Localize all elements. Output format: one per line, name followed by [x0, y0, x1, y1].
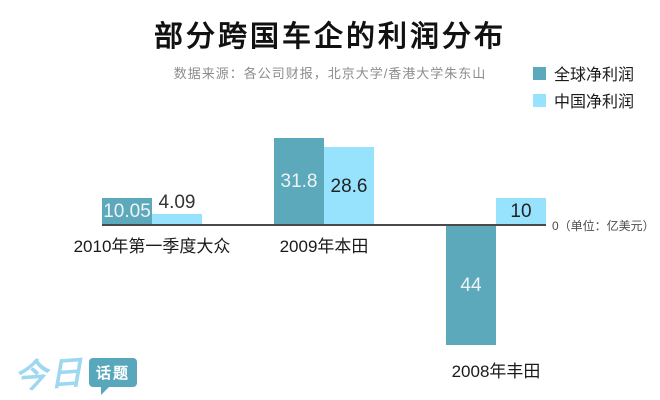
bar-value-label: 44 — [460, 274, 482, 296]
legend-swatch-china-profit — [533, 93, 546, 107]
category-label: 2010年第一季度大众 — [73, 237, 231, 256]
bar: 31.8 — [274, 138, 324, 225]
legend-item-china-profit: 中国净利润 — [533, 90, 635, 111]
logo-script-text: 今日 — [12, 353, 86, 396]
zero-axis-unit-label: 0（单位：亿美元） — [552, 219, 655, 233]
data-source-subtitle: 数据来源：各公司财报，北京大学/香港大学朱东山 — [173, 66, 487, 81]
bar: 44 — [446, 225, 496, 345]
zero-axis-line — [102, 224, 546, 226]
legend-swatch-global-profit — [533, 66, 546, 80]
bar — [152, 214, 202, 225]
legend: 全球净利润 中国净利润 — [533, 63, 634, 117]
legend-item-global-profit: 全球净利润 — [533, 63, 635, 84]
bar: 10.05 — [102, 198, 152, 225]
bar: 10 — [496, 198, 546, 225]
logo-speech-bubble: 话题 — [89, 357, 138, 395]
category-label: 2008年丰田 — [451, 362, 541, 381]
bar-value-label: 10.05 — [103, 201, 151, 222]
category-label: 2009年本田 — [279, 237, 369, 256]
bar-value-label: 10 — [510, 201, 532, 222]
bar-value-label: 28.6 — [330, 175, 368, 197]
today-topic-logo: 今日 话题 — [12, 348, 138, 396]
legend-label-global-profit: 全球净利润 — [554, 67, 635, 84]
page-title: 部分跨国车企的利润分布 — [153, 21, 506, 53]
bar-value-label: 4.09 — [158, 192, 196, 213]
legend-label-china-profit: 中国净利润 — [554, 94, 635, 111]
bar-value-label: 31.8 — [280, 171, 318, 192]
bar: 28.6 — [324, 147, 374, 225]
